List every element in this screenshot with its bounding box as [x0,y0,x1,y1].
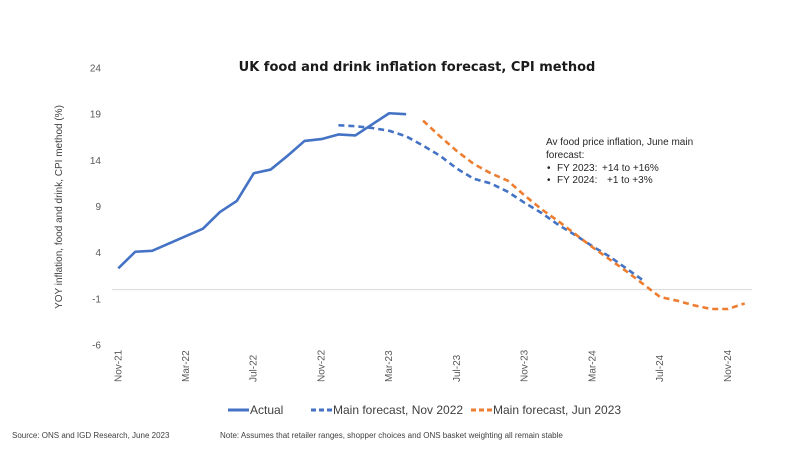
legend-label-jun-2023: Main forecast, Jun 2023 [493,403,621,417]
data-point-actual [151,250,153,252]
data-point-main-forecast-nov-2022 [557,224,559,226]
data-point-main-forecast-nov-2022 [371,127,373,129]
legend-item-actual: Actual [228,403,283,417]
annotation-box: Av food price inflation, June main forec… [546,137,693,186]
x-tick-label: Nov-22 [316,349,327,382]
data-point-main-forecast-jun-2023 [727,308,729,310]
y-tick-label: 24 [90,64,102,75]
series-line-main-forecast-jun-2023 [422,119,746,311]
x-tick-label: Nov-24 [723,349,734,382]
data-point-actual [253,172,255,174]
legend-item-nov-2022: Main forecast, Nov 2022 [311,403,463,417]
data-point-actual [354,134,356,136]
annotation-bullet-1-dot: • [547,163,551,174]
data-point-actual [117,267,119,269]
annotation-bullet-1-value: +14 to +16% [602,163,659,174]
data-point-main-forecast-nov-2022 [490,182,492,184]
data-point-main-forecast-nov-2022 [523,202,525,204]
x-tick-label: Nov-21 [113,349,124,382]
series-line-actual [117,111,407,270]
y-axis-label: YOY inflation, food and drink, CPI metho… [54,105,65,309]
data-point-actual [168,242,170,244]
data-point-actual [134,251,136,253]
legend-label-nov-2022: Main forecast, Nov 2022 [333,403,463,417]
x-tick-label: Jul-24 [655,354,666,382]
data-point-actual [371,123,373,125]
footer-source: Source: ONS and IGD Research, June 2023 [12,431,170,440]
data-point-actual [236,200,238,202]
data-point-main-forecast-jun-2023 [710,308,712,310]
data-point-actual [303,140,305,142]
data-point-main-forecast-jun-2023 [625,270,627,272]
y-tick-label: 4 [95,248,101,259]
data-point-actual [219,211,221,213]
data-point-main-forecast-jun-2023 [591,246,593,248]
data-point-main-forecast-nov-2022 [388,130,390,132]
annotation-bullet-2-label: FY 2024: [557,175,597,186]
x-tick-label: Mar-23 [384,350,395,382]
data-point-main-forecast-jun-2023 [473,163,475,165]
data-point-actual [185,235,187,237]
data-point-main-forecast-jun-2023 [490,172,492,174]
data-point-main-forecast-nov-2022 [473,178,475,180]
data-point-main-forecast-nov-2022 [405,135,407,137]
chart-title: UK food and drink inflation forecast, CP… [239,60,596,75]
data-point-main-forecast-jun-2023 [608,258,610,260]
data-point-main-forecast-nov-2022 [439,155,441,157]
y-tick-label: 14 [90,156,102,167]
y-tick-label: -6 [92,341,101,352]
data-point-main-forecast-nov-2022 [422,144,424,146]
data-point-actual [202,227,204,229]
y-tick-label: 9 [95,202,101,213]
data-point-main-forecast-nov-2022 [506,191,508,193]
data-point-actual [337,133,339,135]
x-tick-label: Mar-22 [181,350,192,382]
annotation-bullet-1-label: FY 2023: [557,163,597,174]
data-point-main-forecast-jun-2023 [676,299,678,301]
data-point-main-forecast-jun-2023 [557,220,559,222]
data-point-main-forecast-jun-2023 [744,302,746,304]
data-point-main-forecast-jun-2023 [642,283,644,285]
annotation-heading-1: Av food price inflation, June main [546,137,693,148]
data-point-main-forecast-jun-2023 [659,296,661,298]
data-point-actual [320,138,322,140]
legend: Actual Main forecast, Nov 2022 Main fore… [228,403,621,417]
data-point-main-forecast-nov-2022 [540,212,542,214]
x-tick-label: Mar-24 [587,350,598,382]
annotation-bullet-2-value: +1 to +3% [607,175,653,186]
data-point-main-forecast-jun-2023 [574,233,576,235]
y-tick-label: 19 [90,110,102,121]
data-point-main-forecast-jun-2023 [422,119,424,121]
data-point-actual [388,112,390,114]
data-point-main-forecast-nov-2022 [354,125,356,127]
x-tick-label: Jul-23 [452,354,463,382]
y-axis-ticks: 24 19 14 9 4 -1 -6 [90,64,102,352]
x-axis-ticks: Nov-21 Mar-22 Jul-22 Nov-22 Mar-23 Jul-23 Nov-… [113,349,733,382]
series-group [117,111,746,311]
data-point-main-forecast-jun-2023 [540,208,542,210]
legend-label-actual: Actual [250,403,283,417]
series-line-main-forecast-nov-2022 [338,123,644,282]
data-point-actual [405,113,407,115]
y-tick-label: -1 [92,294,101,305]
annotation-bullet-2-dot: • [547,175,551,186]
data-point-main-forecast-nov-2022 [642,279,644,281]
data-point-actual [269,168,271,170]
x-tick-label: Nov-23 [520,349,531,382]
data-point-main-forecast-jun-2023 [506,179,508,181]
x-tick-label: Jul-22 [249,354,260,382]
data-point-main-forecast-nov-2022 [456,167,458,169]
data-point-main-forecast-jun-2023 [693,304,695,306]
data-point-main-forecast-jun-2023 [523,194,525,196]
legend-item-jun-2023: Main forecast, Jun 2023 [471,403,621,417]
data-point-actual [286,155,288,157]
annotation-heading-2: forecast: [546,150,584,161]
data-point-main-forecast-jun-2023 [456,150,458,152]
data-point-main-forecast-jun-2023 [439,135,441,137]
data-point-main-forecast-nov-2022 [337,124,339,126]
footer-note: Note: Assumes that retailer ranges, shop… [220,431,563,440]
